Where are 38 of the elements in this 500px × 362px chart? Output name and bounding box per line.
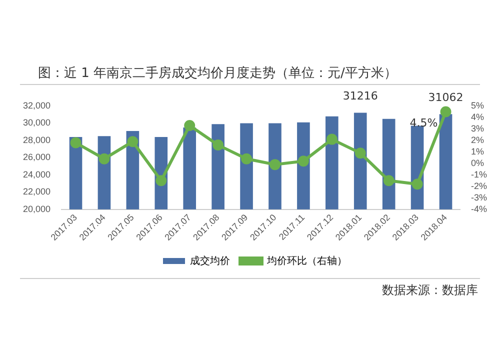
point xyxy=(70,137,82,148)
legend-label: 均价环比（右轴） xyxy=(266,254,347,267)
point xyxy=(412,178,423,190)
y-tick-label: 20,000 xyxy=(22,204,51,214)
point xyxy=(212,140,224,151)
point xyxy=(98,153,110,164)
source-note: 数据来源：数据库 xyxy=(382,282,478,299)
y-tick-label: 22,000 xyxy=(22,186,51,197)
point xyxy=(383,175,394,186)
y2-tick-label: 3% xyxy=(470,123,484,134)
point xyxy=(156,175,167,186)
point xyxy=(354,148,366,159)
y2-tick-label: 2% xyxy=(470,134,484,145)
y-tick-label: 32,000 xyxy=(22,100,51,110)
data-label: 31062 xyxy=(428,90,464,104)
data-label: 31216 xyxy=(342,90,378,103)
point xyxy=(241,153,252,164)
y2-tick-label: 4% xyxy=(470,112,484,122)
chart-title: 图：近 1 年南京二手房成交均价月度走势（单位：元/平方米） xyxy=(38,65,397,82)
y2-tick-label: -3% xyxy=(470,192,488,202)
y-tick-label: 28,000 xyxy=(22,134,51,145)
y-tick-label: 26,000 xyxy=(22,152,51,162)
point xyxy=(440,106,452,118)
point xyxy=(269,159,280,170)
y2-tick-label: -4% xyxy=(470,204,488,214)
y2-tick-label: -1% xyxy=(470,169,488,180)
data-label: 4.5% xyxy=(410,116,438,130)
y2-tick-label: 5% xyxy=(470,100,484,110)
legend-label: 成交均价 xyxy=(190,254,230,267)
y2-tick-label: 1% xyxy=(470,146,484,156)
y-tick-label: 24,000 xyxy=(22,169,51,180)
point xyxy=(127,136,138,148)
y2-tick-label: 0% xyxy=(470,158,484,168)
point xyxy=(184,120,196,132)
point xyxy=(298,156,309,167)
y-tick-label: 30,000 xyxy=(22,118,51,128)
y2-tick-label: -2% xyxy=(470,180,488,191)
point xyxy=(326,134,338,145)
